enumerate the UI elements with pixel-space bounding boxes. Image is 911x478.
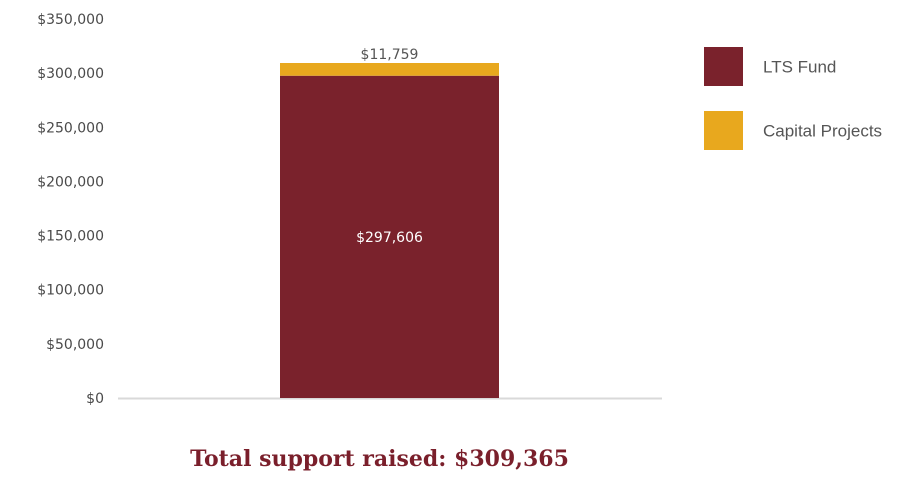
legend-swatch: [704, 47, 743, 86]
legend-label: Capital Projects: [763, 122, 882, 141]
legend: LTS Fund Capital Projects: [704, 47, 882, 150]
y-axis: $0 $50,000 $100,000 $150,000 $200,000 $250,00…: [37, 12, 104, 407]
legend-swatch: [704, 111, 743, 150]
y-tick-label: $50,000: [46, 337, 104, 353]
y-tick-label: $350,000: [37, 12, 104, 28]
legend-label: LTS Fund: [763, 58, 836, 77]
bars: $297,606 $11,759: [280, 47, 499, 398]
stacked-bar-chart: $0 $50,000 $100,000 $150,000 $200,000 $250,00…: [37, 12, 882, 407]
y-tick-label: $100,000: [37, 283, 104, 299]
total-support-title: Total support raised: $309,365: [190, 446, 569, 472]
data-label: $11,759: [361, 47, 419, 63]
bar-segment-lts-fund: [280, 75, 499, 398]
y-tick-label: $200,000: [37, 174, 104, 190]
data-label: $297,606: [356, 230, 423, 246]
y-tick-label: $250,000: [37, 120, 104, 136]
y-tick-label: $300,000: [37, 66, 104, 82]
y-tick-label: $150,000: [37, 229, 104, 245]
y-tick-label: $0: [86, 391, 104, 407]
bar-segment-capital-projects: [280, 63, 499, 76]
